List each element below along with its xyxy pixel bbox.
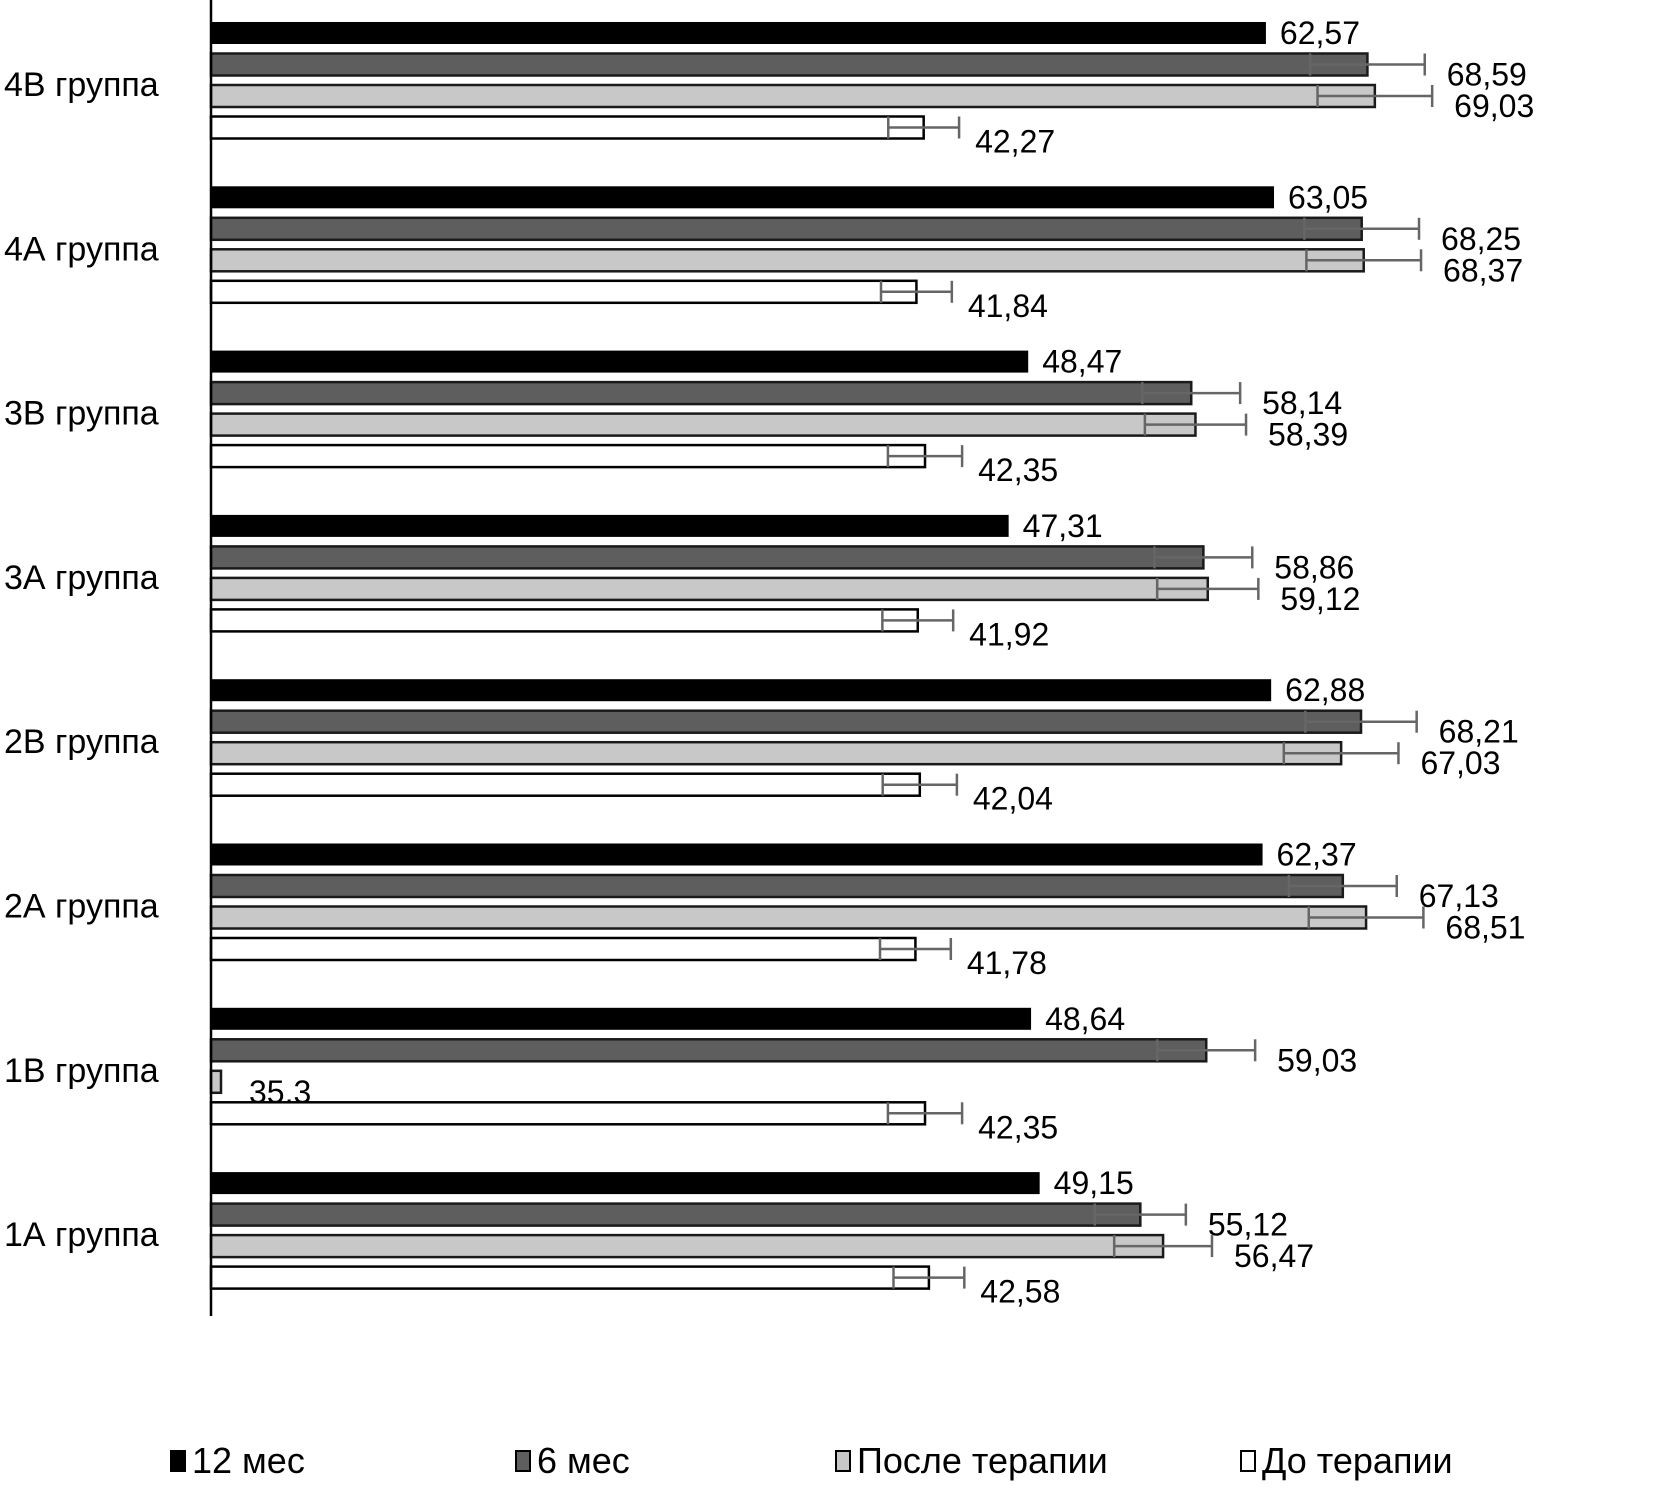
data-label: 59,03: [1277, 1042, 1357, 1078]
category-label: 1А группа: [4, 1216, 159, 1254]
category-label: 4В группа: [4, 66, 159, 104]
legend-swatch-icon: [515, 1450, 531, 1472]
legend-item: 6 мес: [515, 1440, 630, 1482]
bar-3-2В-группа: [209, 740, 1343, 766]
data-label: 42,27: [975, 124, 1055, 160]
bar-2-1В-группа: [209, 1038, 1208, 1063]
data-label: 56,47: [1234, 1238, 1314, 1274]
legend-swatch-icon: [170, 1450, 186, 1472]
legend-label: После терапии: [857, 1440, 1108, 1481]
category-label: 2А группа: [4, 888, 159, 926]
category-label: 4А группа: [4, 230, 159, 268]
data-label: 63,05: [1288, 179, 1368, 215]
bar-3-2А-группа: [209, 905, 1368, 930]
data-label: 68,59: [1447, 57, 1527, 93]
bar-2-3В-группа: [209, 380, 1193, 406]
data-label: 69,03: [1454, 88, 1534, 124]
bar-3-3В-группа: [209, 412, 1197, 437]
legend-label: 6 мес: [537, 1440, 630, 1481]
data-label: 58,39: [1268, 417, 1348, 453]
legend-label: До терапии: [1262, 1440, 1453, 1481]
bar-1-4А-группа: [211, 186, 1275, 209]
bar-1-3А-группа: [211, 514, 1009, 537]
data-label: 42,04: [973, 781, 1053, 817]
data-label: 59,12: [1280, 581, 1360, 617]
bar-1-2А-группа: [211, 843, 1263, 866]
data-label: 68,37: [1443, 252, 1523, 288]
legend-item: После терапии: [835, 1440, 1108, 1482]
bar-4-2А-группа: [209, 936, 917, 962]
bar-2-2В-группа: [209, 709, 1363, 734]
bar-1-1В-группа: [211, 1007, 1032, 1030]
bar-2-2А-группа: [209, 873, 1345, 899]
bar-3-4В-группа: [209, 83, 1377, 109]
bar-4-3А-группа: [209, 608, 920, 633]
data-label: 42,35: [978, 452, 1058, 488]
bar-4-3В-группа: [209, 443, 927, 469]
data-label: 48,64: [1045, 1001, 1125, 1037]
data-label: 62,57: [1280, 15, 1360, 51]
bar-3-1В-группа: [209, 1069, 223, 1095]
bar-4-1В-группа: [209, 1101, 927, 1126]
category-label: 1В группа: [4, 1052, 159, 1090]
bar-4-2В-группа: [209, 772, 922, 797]
data-label: 55,12: [1208, 1207, 1288, 1243]
category-label: 3А группа: [4, 559, 159, 597]
bar-4-1А-группа: [209, 1265, 931, 1290]
data-label: 58,86: [1274, 549, 1354, 585]
bar-3-1А-группа: [209, 1233, 1165, 1259]
data-label: 47,31: [1023, 508, 1103, 544]
bar-1-1А-группа: [211, 1172, 1040, 1195]
bar-2-4В-группа: [209, 52, 1369, 77]
legend-item: 12 мес: [170, 1440, 305, 1482]
data-label: 67,13: [1419, 878, 1499, 914]
bar-2-4А-группа: [209, 216, 1363, 242]
data-label: 48,47: [1042, 344, 1122, 380]
bar-3-3А-группа: [209, 576, 1210, 602]
bar-2-1А-группа: [209, 1202, 1142, 1227]
data-label: 42,35: [978, 1109, 1058, 1145]
data-label: 68,21: [1439, 714, 1519, 750]
data-label: 58,14: [1262, 385, 1342, 421]
bar-1-3В-группа: [211, 350, 1029, 373]
legend: 12 мес 6 мес После терапии До терапии: [0, 1440, 1673, 1488]
bar-4-4В-группа: [209, 115, 925, 140]
bar-3-4А-группа: [209, 248, 1365, 273]
data-label: 68,51: [1445, 910, 1525, 946]
data-label: 68,25: [1441, 221, 1521, 257]
bar-2-3А-группа: [209, 545, 1205, 570]
legend-label: 12 мес: [192, 1440, 305, 1481]
data-label: 49,15: [1054, 1165, 1134, 1201]
bar-4-4А-группа: [209, 279, 918, 305]
data-label: 41,78: [967, 945, 1047, 981]
legend-swatch-icon: [835, 1450, 851, 1472]
data-label: 42,58: [980, 1274, 1060, 1310]
category-label: 3В группа: [4, 395, 159, 433]
data-label: 67,03: [1420, 745, 1500, 781]
data-label: 41,84: [968, 288, 1048, 324]
data-label: 41,92: [969, 616, 1049, 652]
bar-1-2В-группа: [211, 679, 1272, 702]
data-label: 62,88: [1285, 672, 1365, 708]
category-label: 2В группа: [4, 723, 159, 761]
bar-1-4В-группа: [211, 22, 1266, 44]
data-label: 62,37: [1277, 837, 1357, 873]
legend-item: До терапии: [1240, 1440, 1453, 1482]
legend-swatch-icon: [1240, 1450, 1256, 1472]
